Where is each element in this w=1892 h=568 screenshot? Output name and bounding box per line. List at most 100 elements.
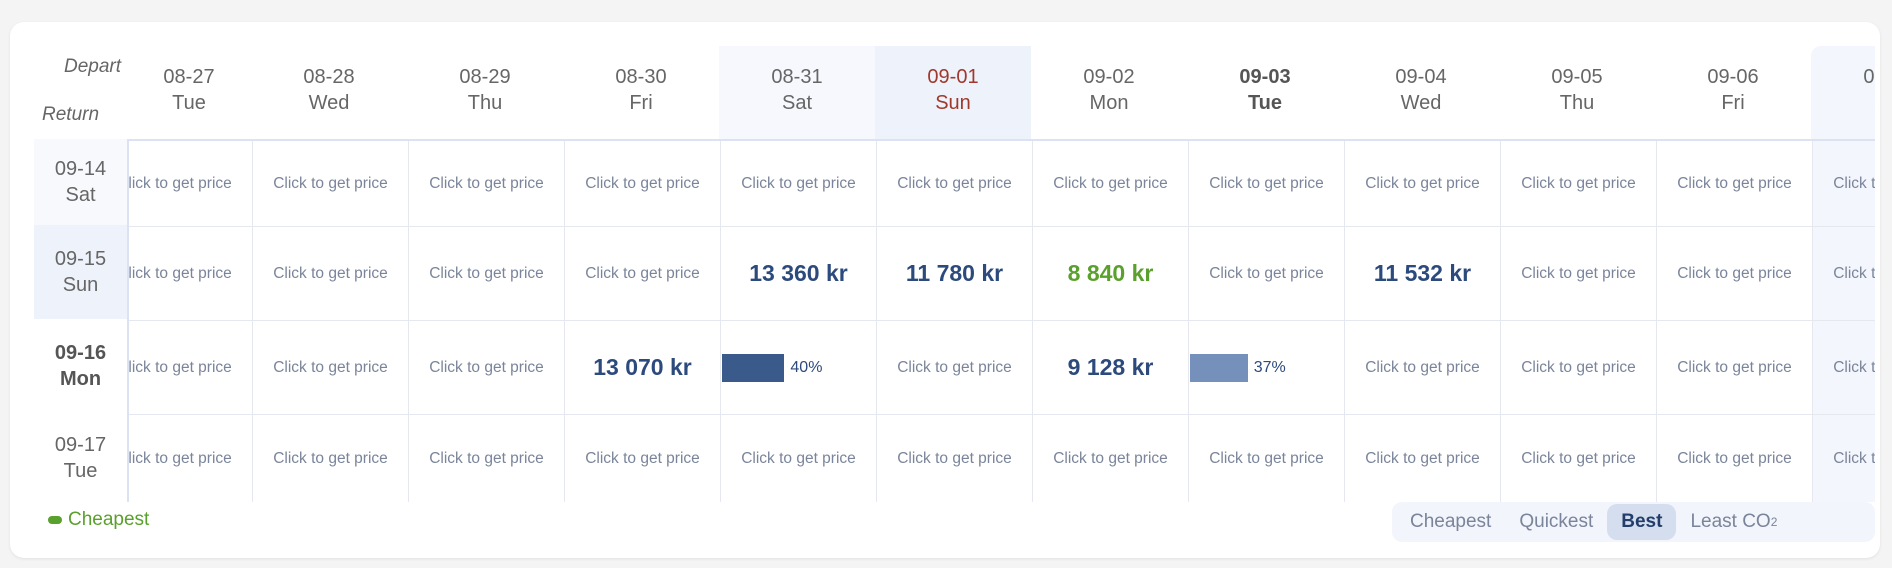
sort-toggle: Cheapest Quickest Best Least CO 2: [1392, 502, 1875, 542]
get-price-cell[interactable]: Click to get price: [129, 415, 253, 502]
get-price-label: Click to get price: [273, 450, 388, 467]
get-price-label: Click to get price: [273, 358, 388, 376]
get-price-cell[interactable]: Click to get price: [409, 415, 565, 502]
get-price-cell[interactable]: Click to get price: [1345, 141, 1501, 227]
sort-option-least-co[interactable]: Least CO 2: [1676, 504, 1791, 540]
get-price-cell[interactable]: Click to get price: [1657, 141, 1813, 227]
get-price-cell[interactable]: Click to get price: [1813, 321, 1875, 415]
column-date: 09-02: [1083, 66, 1135, 88]
column-date: 08-28: [303, 66, 355, 88]
progress-percent: 40%: [790, 358, 823, 376]
get-price-cell[interactable]: Click to get price: [1813, 227, 1875, 321]
price-value: 13 070 kr: [593, 354, 692, 380]
get-price-label: Click to get price: [1833, 450, 1875, 467]
get-price-label: Click to get price: [273, 174, 388, 192]
price-value: 11 532 kr: [1373, 260, 1472, 286]
depart-date-09-04: 09-04 Wed: [1343, 46, 1499, 139]
get-price-cell[interactable]: Click to get price: [1501, 415, 1657, 502]
row-day: Tue: [63, 459, 98, 482]
get-price-cell[interactable]: Click to get price: [253, 321, 409, 415]
legend-label: Cheapest: [68, 509, 150, 530]
get-price-cell[interactable]: Click to get price: [253, 227, 409, 321]
column-day: Sun: [935, 92, 971, 114]
get-price-cell[interactable]: Click to get price: [565, 415, 721, 502]
get-price-cell[interactable]: Click to get price: [565, 227, 721, 321]
get-price-label: Click to get price: [1833, 358, 1875, 376]
get-price-cell[interactable]: Click to get price: [1657, 227, 1813, 321]
depart-date-08-30: 08-30 Fri: [563, 46, 719, 139]
get-price-cell[interactable]: Click to get price: [129, 227, 253, 321]
grid-cells: Click to get price Click to get price Clic…: [127, 139, 1875, 502]
sort-option-quickest[interactable]: Quickest: [1505, 504, 1607, 540]
get-price-cell[interactable]: Click to get price: [1189, 141, 1345, 227]
get-price-cell[interactable]: Click to get price: [1501, 227, 1657, 321]
get-price-label: Click to get price: [127, 358, 232, 376]
price-cell[interactable]: 9 128 kr: [1033, 321, 1189, 415]
get-price-cell[interactable]: Click to get price: [721, 141, 877, 227]
price-cell[interactable]: 13 360 kr: [721, 227, 877, 321]
get-price-label: Click to get price: [1209, 264, 1324, 282]
get-price-label: Click to get price: [429, 174, 544, 192]
get-price-cell[interactable]: Click to get price: [1033, 415, 1189, 502]
get-price-cell[interactable]: Click to get price: [877, 141, 1033, 227]
loading-progress-cell[interactable]: 40%: [721, 321, 877, 415]
get-price-cell[interactable]: Click to get price: [253, 415, 409, 502]
get-price-cell[interactable]: Click to get price: [253, 141, 409, 227]
get-price-cell[interactable]: Click to get price: [1189, 227, 1345, 321]
get-price-cell[interactable]: Click to get price: [1033, 141, 1189, 227]
get-price-cell[interactable]: Click to get price: [409, 141, 565, 227]
column-day: Wed: [308, 92, 350, 114]
get-price-label: Click to get price: [429, 450, 544, 467]
get-price-cell[interactable]: Click to get price: [409, 227, 565, 321]
column-date: 09-05: [1551, 66, 1603, 88]
sort-option-label: Quickest: [1519, 511, 1594, 532]
sort-option-label: Least CO: [1690, 511, 1771, 532]
row-date: 09-17: [54, 433, 107, 456]
column-day: Sat: [1811, 90, 1875, 116]
column-day: Wed: [1400, 92, 1442, 114]
price-cell[interactable]: 11 780 kr: [877, 227, 1033, 321]
loading-progress-cell[interactable]: 37%: [1189, 321, 1345, 415]
price-cell[interactable]: 13 070 kr: [565, 321, 721, 415]
sort-option-best[interactable]: Best: [1607, 504, 1677, 540]
price-grid-card: Depart Return 08-27 Tue 08-28 Wed 08-29 Thu 08…: [10, 22, 1880, 558]
get-price-label: Click to get price: [585, 264, 700, 282]
price-cell[interactable]: 11 532 kr: [1345, 227, 1501, 321]
price-cell[interactable]: 8 840 kr: [1033, 227, 1189, 321]
get-price-label: Click to get price: [1209, 450, 1324, 467]
get-price-cell[interactable]: Click to get price: [127, 321, 253, 415]
row-day: Sat: [65, 184, 96, 206]
get-price-cell[interactable]: Click to get price: [1501, 321, 1657, 415]
column-date: 09-04: [1395, 66, 1447, 88]
sort-option-cheapest[interactable]: Cheapest: [1396, 504, 1505, 540]
get-price-cell[interactable]: Click to get price: [1189, 415, 1345, 502]
price-value: 11 780 kr: [905, 260, 1004, 286]
get-price-cell[interactable]: Click to get price: [1501, 141, 1657, 227]
get-price-cell[interactable]: Click to get price: [409, 321, 565, 415]
get-price-cell[interactable]: Click to get price: [1813, 415, 1875, 502]
get-price-cell[interactable]: Click to get price: [877, 415, 1033, 502]
depart-date-08-28: 08-28 Wed: [251, 46, 407, 139]
return-date-09-15: 09-15 Sun: [34, 225, 127, 319]
depart-label: Depart: [63, 56, 121, 77]
get-price-cell[interactable]: Click to get price: [1345, 415, 1501, 502]
get-price-cell[interactable]: Click to get price: [1657, 415, 1813, 502]
sort-option-label: Cheapest: [1410, 511, 1492, 532]
get-price-cell[interactable]: Click to get price: [721, 415, 877, 502]
get-price-cell[interactable]: Click to get price: [1813, 141, 1875, 227]
get-price-label: Click to get price: [897, 358, 1012, 376]
get-price-cell[interactable]: Click to get price: [1345, 321, 1501, 415]
return-date-09-14: 09-14 Sat: [34, 139, 127, 225]
get-price-label: Click to get price: [585, 174, 700, 192]
get-price-cell[interactable]: Click to get price: [1657, 321, 1813, 415]
get-price-cell[interactable]: Click to get price: [129, 141, 253, 227]
get-price-cell[interactable]: Click to get price: [565, 141, 721, 227]
progress-bar: [1190, 353, 1248, 382]
price-value: 9 128 kr: [1067, 354, 1154, 380]
get-price-label: Click to get price: [429, 264, 544, 282]
column-date: 09-07: [1863, 66, 1875, 88]
row-day: Sun: [62, 274, 99, 296]
date-price-grid: Depart Return 08-27 Tue 08-28 Wed 08-29 Thu 08…: [34, 46, 1875, 502]
get-price-cell[interactable]: Click to get price: [877, 321, 1033, 415]
return-date-09-16: 09-16 Mon: [34, 319, 127, 413]
